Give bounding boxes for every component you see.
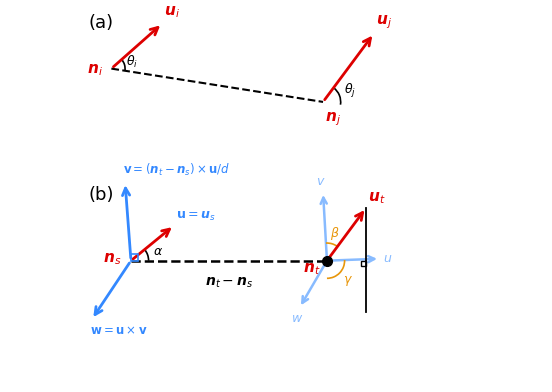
Text: $\boldsymbol{n}_t$: $\boldsymbol{n}_t$ (303, 261, 321, 277)
Text: $\theta_i$: $\theta_i$ (126, 54, 139, 71)
Text: $\boldsymbol{n}_s$: $\boldsymbol{n}_s$ (103, 251, 121, 267)
Text: $\boldsymbol{n}_j$: $\boldsymbol{n}_j$ (325, 111, 341, 128)
Text: $\boldsymbol{u}_t$: $\boldsymbol{u}_t$ (368, 190, 386, 206)
Bar (131, 254, 138, 261)
Text: $w$: $w$ (291, 312, 304, 325)
Text: $\theta_j$: $\theta_j$ (344, 82, 356, 100)
Text: $\boldsymbol{n}_i$: $\boldsymbol{n}_i$ (87, 63, 103, 78)
Bar (361, 261, 366, 266)
Text: $\gamma$: $\gamma$ (343, 274, 353, 289)
Text: (a): (a) (89, 14, 114, 32)
Text: $v$: $v$ (316, 175, 326, 188)
Text: $\boldsymbol{n}_t-\boldsymbol{n}_s$: $\boldsymbol{n}_t-\boldsymbol{n}_s$ (205, 276, 253, 290)
Text: $\beta$: $\beta$ (330, 225, 340, 242)
Text: $\mathbf{u}=\boldsymbol{u}_s$: $\mathbf{u}=\boldsymbol{u}_s$ (176, 211, 216, 223)
Text: $\boldsymbol{u}_i$: $\boldsymbol{u}_i$ (164, 5, 180, 20)
Text: $u$: $u$ (383, 252, 392, 265)
Text: $\alpha$: $\alpha$ (152, 245, 163, 258)
Text: $\mathbf{v}=(\boldsymbol{n}_t-\boldsymbol{n}_s)\times\mathbf{u}/d$: $\mathbf{v}=(\boldsymbol{n}_t-\boldsymbo… (123, 162, 230, 178)
Text: $\boldsymbol{u}_j$: $\boldsymbol{u}_j$ (376, 14, 392, 31)
Text: (b): (b) (89, 186, 114, 204)
Text: $\mathbf{w}=\mathbf{u}\times\mathbf{v}$: $\mathbf{w}=\mathbf{u}\times\mathbf{v}$ (90, 324, 147, 337)
